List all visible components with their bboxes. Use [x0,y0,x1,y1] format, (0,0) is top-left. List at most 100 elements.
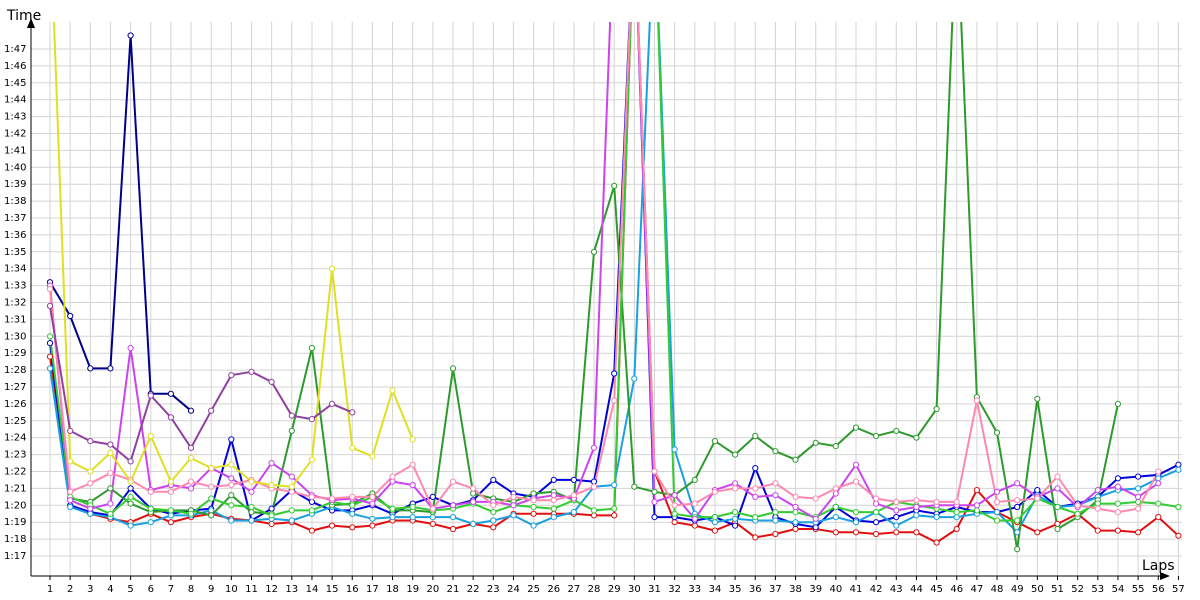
data-point [631,375,638,382]
data-point [953,525,960,533]
series-line-10 [49,305,353,463]
data-point [248,488,255,495]
data-point [127,485,134,492]
data-point [711,488,719,495]
x-tick-label: 57 [1172,584,1185,595]
data-point [691,515,698,522]
data-point [510,493,517,500]
data-point [873,500,880,507]
data-point [550,505,557,512]
y-tick-label: 1:32 [4,298,26,309]
data-point [248,478,255,485]
data-point [470,485,477,492]
data-point [208,465,215,472]
x-tick-label: 2 [67,584,73,595]
data-point [308,456,315,463]
data-point [228,436,235,443]
data-point [792,508,799,516]
data-point [993,498,1001,505]
data-point [87,468,94,475]
y-tick-label: 1:42 [4,129,26,140]
data-point [711,519,719,526]
data-point [852,529,860,536]
data-point [46,302,54,309]
x-tick-label: 30 [628,584,641,595]
data-point [1034,487,1041,494]
x-tick-label: 26 [547,584,560,595]
data-point [268,460,275,467]
data-point [691,522,698,529]
data-point [389,478,396,485]
data-point [167,488,174,495]
data-point [67,488,74,495]
data-point [1114,500,1122,507]
data-point [671,502,678,509]
data-point [329,495,336,502]
y-tick-label: 1:20 [4,500,26,511]
data-point [187,454,195,462]
data-point [812,515,819,522]
data-point [248,508,255,516]
data-point [913,512,920,519]
data-point [832,443,839,450]
data-point [1135,493,1142,500]
data-point [510,512,517,519]
data-point [1014,546,1021,553]
data-point [590,507,598,514]
x-tick-label: 20 [426,584,439,595]
data-point [812,524,819,531]
data-point [67,458,74,465]
data-point [550,514,557,521]
data-point [792,493,799,500]
data-point [1074,502,1081,509]
data-point [973,397,981,404]
data-point [671,510,678,517]
data-point [490,508,497,516]
data-point [107,470,114,477]
y-tick-label: 1:26 [4,399,26,410]
data-point [490,517,497,524]
data-point [429,493,436,500]
data-point [732,508,739,516]
y-tick-label: 1:44 [4,95,26,106]
data-point [1175,503,1182,511]
data-point [429,514,436,521]
data-point [349,493,356,500]
data-point [208,407,215,414]
data-point [671,492,678,499]
data-point [671,446,678,453]
data-point [550,476,557,483]
data-point [187,478,195,485]
data-point [228,372,235,379]
data-point [611,505,618,512]
data-point [449,514,457,521]
data-point [228,502,235,509]
y-tick-label: 1:38 [4,196,26,207]
data-point [832,485,839,492]
data-point [873,508,880,516]
data-point [1155,500,1162,507]
data-point [449,365,457,372]
data-point [349,510,356,517]
y-tick-label: 1:27 [4,382,26,393]
x-tick-label: 15 [326,584,339,595]
data-point [308,527,315,534]
data-point [329,522,336,529]
data-point [369,515,376,522]
series-line-8 [49,22,1160,514]
data-point [288,517,295,524]
data-point [268,378,275,385]
data-point [993,429,1001,436]
x-tick-label: 42 [870,584,883,595]
data-point [167,519,174,526]
x-tick-label: 8 [188,584,194,595]
x-tick-label: 10 [225,584,238,595]
data-point [953,508,960,516]
x-tick-label: 38 [789,584,802,595]
data-point [208,483,215,490]
data-point [752,432,759,440]
data-point [993,488,1001,495]
data-point [913,434,920,441]
data-point [349,409,356,416]
data-point [46,353,54,360]
